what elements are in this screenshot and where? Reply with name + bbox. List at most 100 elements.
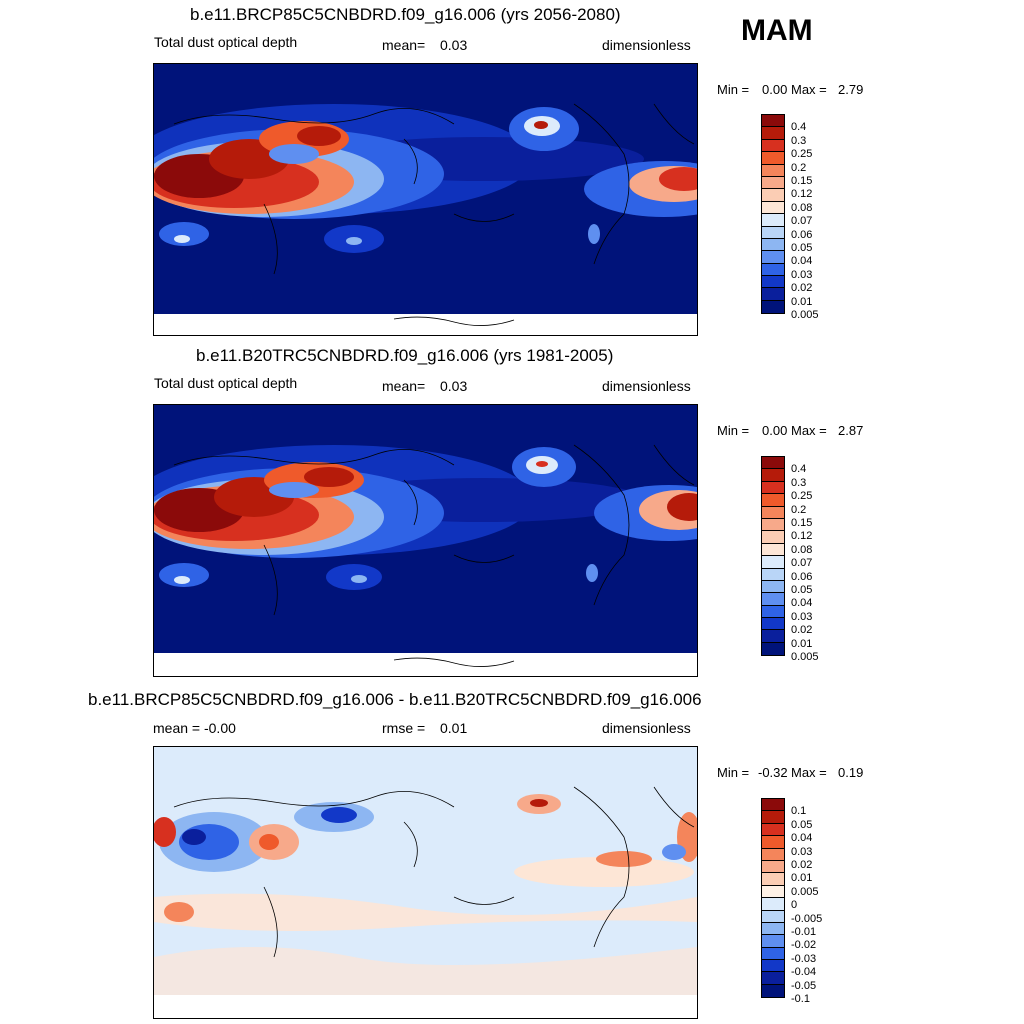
- panel2-min-label: Min =: [717, 423, 750, 438]
- panel1-colorbar-tick-label: 0.06: [791, 228, 813, 241]
- panel1-colorbar-swatch: [762, 201, 784, 215]
- panel3-colorbar-tick-label: 0.1: [791, 805, 807, 818]
- panel1-colorbar-swatch: [762, 288, 784, 301]
- panel2-title: b.e11.B20TRC5CNBDRD.f09_g16.006 (yrs 198…: [196, 346, 614, 365]
- panel3-colorbar-tick-label: 0.01: [791, 872, 813, 885]
- panel2-colorbar-tick-label: 0.01: [791, 637, 813, 650]
- panel2-colorbar-swatch: [762, 494, 784, 507]
- panel1-colorbar-swatch: [762, 176, 784, 190]
- panel1-colorbar-swatch: [762, 214, 784, 227]
- panel1-colorbar-tick-label: 0.03: [791, 268, 813, 281]
- panel3-colorbar-tick-label: -0.01: [791, 926, 817, 938]
- panel1-max-label: Max =: [791, 82, 827, 97]
- panel2-colorbar-tick-label: 0.04: [791, 597, 813, 610]
- panel3-colorbar: [761, 798, 785, 999]
- panel3-colorbar-swatch: [762, 910, 784, 923]
- panel3-min-label: Min =: [717, 765, 750, 780]
- panel3-min-value: -0.32: [758, 765, 788, 780]
- panel1-min-value: 0.00: [762, 82, 788, 97]
- panel2-colorbar-tick-label: 0.25: [791, 490, 813, 503]
- panel3-colorbar-swatch: [762, 922, 784, 936]
- panel2-colorbar-swatch: [762, 630, 784, 643]
- panel3-colorbar-tick-label: 0.05: [791, 818, 813, 831]
- panel1-colorbar-tick-label: 0.3: [791, 134, 807, 147]
- panel3-colorbar-tick-label: -0.03: [791, 952, 817, 965]
- panel1-colorbar-tick-label: 0.4: [791, 121, 807, 134]
- panel2-colorbar-swatch: [762, 605, 784, 619]
- panel3-colorbar-swatch: [762, 984, 784, 998]
- panel3-colorbar-swatch: [762, 947, 784, 961]
- panel2-colorbar-swatch: [762, 531, 784, 544]
- panel2-colorbar-swatch: [762, 518, 784, 532]
- panel3-colorbar-swatch: [762, 885, 784, 899]
- panel3-map: [153, 746, 698, 1019]
- panel2-colorbar-swatch: [762, 481, 784, 495]
- panel3-colorbar-swatch: [762, 836, 784, 849]
- panel2-colorbar-tick-label: 0.08: [791, 543, 813, 556]
- panel2-map: [153, 404, 698, 677]
- panel1-colorbar-swatch: [762, 300, 784, 314]
- panel3-colorbar-tick-label: -0.005: [791, 912, 823, 925]
- panel3-max-value: 0.19: [838, 765, 864, 780]
- panel2-min-value: 0.00: [762, 423, 788, 438]
- panel2-colorbar-swatch: [762, 593, 784, 606]
- panel2-colorbar-tick-label: 0.15: [791, 517, 813, 529]
- panel2-mean-value: 0.03: [440, 378, 468, 394]
- panel1-mean-label: mean=: [382, 37, 426, 53]
- panel3-colorbar-tick-label: -0.05: [791, 979, 817, 992]
- panel1-colorbar-swatch: [762, 115, 784, 128]
- panel1-colorbar-swatch: [762, 226, 784, 239]
- panel1-colorbar-tick-label: 0.005: [791, 309, 819, 321]
- panel2-colorbar-swatch: [762, 457, 784, 470]
- panel2-colorbar-swatch: [762, 556, 784, 569]
- panel3-colorbar-swatch: [762, 848, 784, 861]
- panel1-min-label: Min =: [717, 82, 750, 97]
- panel2-colorbar-swatch: [762, 642, 784, 656]
- panel1-colorbar-tick-label: 0.07: [791, 215, 813, 228]
- panel3-colorbar-swatch: [762, 811, 784, 824]
- panel2-colorbar-tick-label: 0.12: [791, 530, 813, 543]
- panel3-rmse-value: 0.01: [440, 720, 468, 736]
- panel2-colorbar-tick-label: 0.05: [791, 584, 813, 596]
- panel1-colorbar-swatch: [762, 189, 784, 202]
- panel3-colorbar-tick-label: 0.02: [791, 859, 813, 871]
- panel1-colorbar-swatch: [762, 263, 784, 277]
- panel1-colorbar-swatch: [762, 251, 784, 264]
- panel2-colorbar-swatch: [762, 506, 784, 519]
- panel1-colorbar-swatch: [762, 164, 784, 177]
- panel3-title: b.e11.BRCP85C5CNBDRD.f09_g16.006 - b.e11…: [88, 690, 702, 709]
- panel2-variable-label: Total dust optical depth: [154, 375, 298, 391]
- panel3-rmse-label: rmse =: [382, 720, 426, 736]
- panel2-colorbar-tick-label: 0.4: [791, 463, 807, 476]
- panel3-colorbar-tick-label: 0.04: [791, 832, 813, 845]
- panel1-max-value: 2.79: [838, 82, 864, 97]
- panel3-colorbar-tick-label: -0.1: [791, 993, 810, 1005]
- panel2-colorbar-swatch: [762, 568, 784, 581]
- panel3-max-label: Max =: [791, 765, 827, 780]
- panel1-variable-label: Total dust optical depth: [154, 34, 298, 50]
- panel3-colorbar-tick-label: 0.005: [791, 885, 819, 898]
- panel3-colorbar-swatch: [762, 935, 784, 948]
- panel1-colorbar-swatch: [762, 238, 784, 252]
- panel1-colorbar-tick-label: 0.08: [791, 201, 813, 214]
- panel3-colorbar-swatch: [762, 873, 784, 886]
- panel1-colorbar-tick-label: 0.25: [791, 148, 813, 161]
- panel1-colorbar-tick-label: 0.01: [791, 295, 813, 308]
- panel1-units: dimensionless: [602, 37, 691, 53]
- panel3-colorbar-swatch: [762, 823, 784, 837]
- panel2-colorbar-tick-label: 0.06: [791, 570, 813, 583]
- panel3-colorbar-swatch: [762, 898, 784, 911]
- panel2-colorbar-swatch: [762, 618, 784, 631]
- panel3-colorbar-swatch: [762, 860, 784, 874]
- panel3-units: dimensionless: [602, 720, 691, 736]
- panel1-colorbar-tick-label: 0.02: [791, 282, 813, 295]
- panel2-colorbar: [761, 456, 785, 657]
- panel2-colorbar-tick-label: 0.07: [791, 557, 813, 570]
- panel3-colorbar-tick-label: -0.04: [791, 966, 817, 979]
- panel3-colorbar-tick-label: 0: [791, 899, 798, 912]
- panel1-colorbar-swatch: [762, 276, 784, 289]
- panel2-max-value: 2.87: [838, 423, 864, 438]
- panel1-colorbar: [761, 114, 785, 315]
- panel1-colorbar-tick-label: 0.05: [791, 242, 813, 254]
- panel2-colorbar-swatch: [762, 543, 784, 557]
